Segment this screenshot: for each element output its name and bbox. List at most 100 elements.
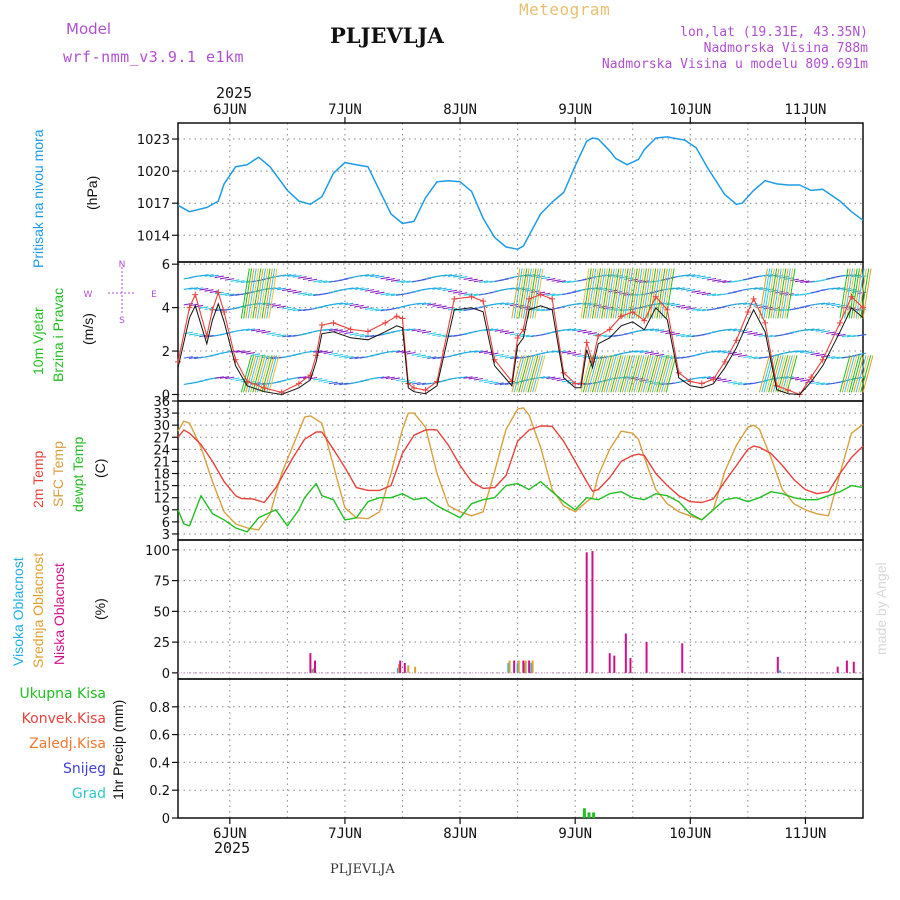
model-name: wrf-nmm_v3.9.1 e1km: [63, 48, 245, 66]
x-label-bottom: 6JUN: [213, 826, 247, 842]
wind-barb: [499, 330, 509, 333]
mid-cloud-bar: [517, 660, 520, 673]
wind-barb: [276, 274, 287, 277]
wind-marker: [215, 289, 222, 296]
wind-barb: [225, 376, 235, 380]
wind-barb: [841, 334, 851, 338]
wind-barb: [839, 355, 851, 393]
wind-barb: [777, 268, 787, 319]
wind-barb: [681, 287, 691, 291]
wind-barb: [263, 268, 273, 319]
wind-barb: [691, 290, 701, 293]
wind-barb: [633, 355, 645, 393]
y-tick-label: 1020: [137, 165, 170, 180]
wind-barb: [235, 280, 245, 283]
wind-barb: [841, 268, 851, 319]
wind-barb: [447, 274, 458, 277]
compass-s: S: [119, 316, 125, 326]
wind-marker: [744, 308, 751, 315]
low-cloud-bar: [681, 643, 684, 673]
low-cloud-bar: [591, 551, 594, 673]
wind-marker: [347, 326, 354, 333]
wind-barb: [701, 276, 711, 280]
wind-barb: [510, 303, 520, 307]
wind-barb: [251, 353, 261, 356]
wind-barb: [638, 355, 649, 393]
wind-barb: [504, 302, 515, 306]
wind-barb: [499, 382, 509, 386]
wind-barb: [375, 291, 385, 295]
wind-barb: [546, 376, 556, 380]
wind-barb: [183, 331, 193, 335]
wind-barb: [633, 268, 643, 319]
wind-barb: [862, 268, 872, 319]
wind-barb: [712, 350, 722, 353]
low-cloud-bar: [608, 653, 611, 673]
wind-barb: [359, 288, 369, 291]
model-label: Model: [66, 20, 112, 38]
wind-barb: [614, 355, 626, 393]
wind-barb: [732, 353, 742, 356]
wind-barb: [853, 268, 863, 319]
wind-barb: [282, 306, 292, 310]
cloud-side-label-2: Srednja Oblacnost: [30, 552, 46, 668]
wind-barb: [850, 268, 860, 319]
y-tick-label: 12: [153, 492, 170, 507]
wind-barb: [380, 376, 390, 379]
wind-barb: [598, 355, 610, 393]
wind-marker: [618, 313, 625, 320]
temp2m-line: [177, 425, 864, 504]
wind-barb: [556, 280, 566, 283]
wind-barb: [230, 279, 240, 282]
wind-barb: [534, 355, 546, 393]
legend-convective-rain: Konvek.Kisa: [21, 711, 106, 727]
wind-barb: [525, 334, 535, 338]
wind-barb: [297, 376, 307, 379]
wind-barb: [344, 302, 354, 306]
coords-label: lon,lat (19.31E, 43.35N): [680, 25, 868, 40]
y-tick-label: 1017: [137, 197, 170, 212]
wind-barb: [245, 268, 255, 319]
low-cloud-bar: [403, 663, 406, 673]
wind-barb: [520, 355, 532, 393]
y-tick-label: 15: [153, 480, 170, 495]
wind-barb: [763, 268, 773, 319]
wind-barb: [820, 382, 831, 386]
wind-barb: [770, 355, 782, 393]
wind-barb: [810, 352, 820, 356]
wind-barb: [815, 302, 825, 306]
wind-marker: [422, 387, 429, 394]
wind-barb: [839, 268, 849, 319]
wind-barb: [421, 302, 432, 306]
wind-barb: [432, 356, 442, 360]
wind-barb: [266, 268, 276, 319]
wind-marker: [750, 295, 757, 302]
wind-barb: [318, 379, 328, 382]
wind-barb: [354, 287, 364, 290]
wind-barb: [473, 350, 483, 353]
wind-barb: [511, 268, 521, 319]
wind-barb: [463, 277, 473, 280]
wind-barb: [601, 268, 611, 319]
compass-w: W: [84, 290, 93, 300]
wind-barb: [411, 353, 421, 356]
precip-unit-label: 1hr Precip (mm): [110, 699, 126, 800]
wind-barb: [437, 305, 447, 309]
wind-barb: [268, 268, 278, 319]
wind-barb: [499, 355, 509, 358]
wind-barb: [612, 268, 622, 319]
wind-barb: [204, 289, 214, 292]
wind-barb: [794, 350, 805, 353]
wind-barb: [660, 382, 670, 386]
wind-barb: [691, 308, 701, 311]
wind-barb: [442, 306, 452, 310]
wind-barb: [551, 377, 561, 380]
wind-barb: [463, 376, 473, 379]
wind-barb: [857, 268, 867, 319]
wind-barb: [230, 377, 240, 381]
wind-barb: [499, 302, 509, 305]
wind-barb: [209, 274, 219, 278]
wind-barb: [276, 305, 287, 309]
wind-barb: [841, 355, 853, 393]
